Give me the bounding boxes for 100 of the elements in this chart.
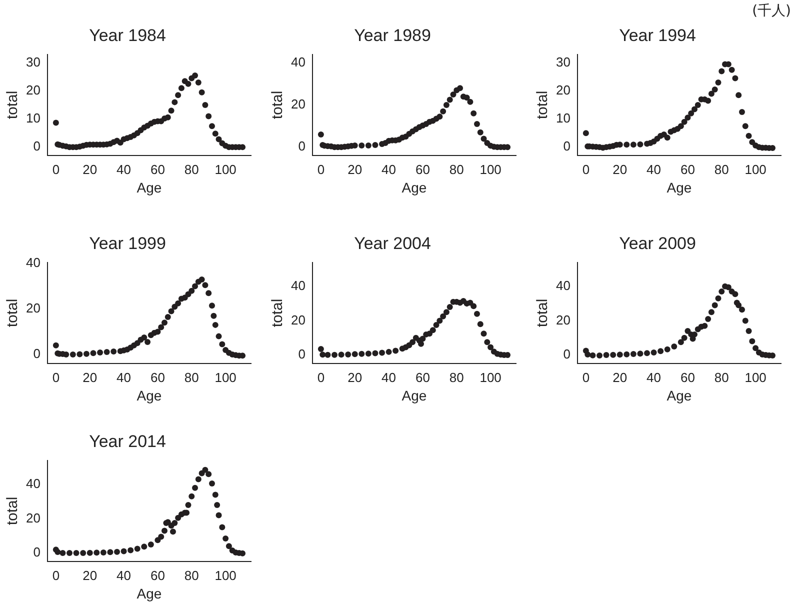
point xyxy=(202,466,208,473)
point xyxy=(202,102,208,108)
point xyxy=(195,80,202,86)
point xyxy=(624,142,630,148)
point xyxy=(477,129,484,136)
point xyxy=(178,85,184,92)
x-axis-title: Age xyxy=(402,179,427,196)
y-tick-label: 10 xyxy=(556,110,570,126)
x-tick-label: 0 xyxy=(317,162,325,177)
point xyxy=(474,310,480,317)
point xyxy=(52,342,59,348)
x-tick-label: 0 xyxy=(52,162,60,177)
point xyxy=(681,334,688,341)
x-tick-label: 0 xyxy=(582,370,590,385)
point xyxy=(210,312,217,319)
point xyxy=(596,352,603,359)
point xyxy=(158,324,164,330)
y-tick-label: 0 xyxy=(33,544,40,560)
point xyxy=(443,309,450,316)
point xyxy=(60,550,66,556)
x-tick-label: 80 xyxy=(449,370,464,385)
point xyxy=(470,303,477,310)
point xyxy=(474,120,480,127)
point xyxy=(718,288,725,295)
point xyxy=(738,109,745,116)
x-tick-label: 60 xyxy=(150,568,165,583)
point xyxy=(318,132,324,138)
chart-title: Year 2004 xyxy=(354,234,431,253)
x-tick-label: 20 xyxy=(348,370,362,385)
point xyxy=(358,142,365,148)
x-tick-label: 40 xyxy=(382,162,396,177)
point xyxy=(161,528,168,534)
point xyxy=(208,123,215,130)
x-tick-label: 20 xyxy=(612,162,628,177)
x-tick-label: 60 xyxy=(680,162,695,177)
point xyxy=(584,352,591,358)
point xyxy=(410,339,416,346)
point xyxy=(464,94,470,101)
y-tick-label: 0 xyxy=(298,138,306,154)
point xyxy=(83,350,90,357)
point xyxy=(749,338,756,344)
point xyxy=(746,132,752,139)
y-tick-label: 0 xyxy=(33,138,40,154)
x-tick-label: 20 xyxy=(82,568,98,583)
point xyxy=(736,92,742,98)
point xyxy=(664,346,670,352)
x-axis-title: Age xyxy=(666,387,692,404)
point xyxy=(688,110,694,116)
y-tick-label: 20 xyxy=(26,82,40,98)
point xyxy=(684,114,691,121)
x-axis-title: Age xyxy=(136,179,162,196)
point xyxy=(185,502,192,508)
y-tick-label: 30 xyxy=(26,54,40,70)
x-tick-label: 0 xyxy=(582,162,590,177)
point xyxy=(488,344,494,350)
point xyxy=(188,288,195,294)
point xyxy=(195,476,202,482)
x-tick-label: 80 xyxy=(184,568,199,583)
point xyxy=(164,314,171,320)
x-tick-label: 40 xyxy=(116,370,132,385)
x-tick-label: 40 xyxy=(116,568,132,583)
y-tick-label: 20 xyxy=(556,82,570,98)
x-tick-label: 80 xyxy=(184,370,199,385)
point xyxy=(470,110,477,116)
point xyxy=(52,120,59,126)
point xyxy=(637,141,644,148)
point xyxy=(742,318,748,324)
y-tick-label: 30 xyxy=(556,54,570,70)
point xyxy=(226,543,232,550)
point xyxy=(141,334,148,340)
point xyxy=(104,349,110,355)
point xyxy=(206,290,212,296)
point xyxy=(86,550,93,556)
point xyxy=(332,352,338,358)
point xyxy=(671,343,678,350)
point xyxy=(168,308,174,314)
point xyxy=(141,544,148,550)
point xyxy=(80,550,86,556)
point xyxy=(705,98,712,104)
x-axis-title: Age xyxy=(136,585,162,602)
point xyxy=(170,528,176,535)
point xyxy=(678,123,684,130)
point xyxy=(338,352,344,358)
y-tick-label: 20 xyxy=(290,96,306,112)
point xyxy=(320,352,326,358)
point xyxy=(446,304,453,310)
y-tick-label: 20 xyxy=(26,300,40,316)
point xyxy=(372,142,378,148)
x-tick-label: 0 xyxy=(52,370,60,385)
y-axis-title: total xyxy=(534,90,552,120)
x-tick-label: 80 xyxy=(714,370,729,385)
point xyxy=(480,330,487,337)
y-tick-label: 40 xyxy=(290,54,306,70)
x-tick-label: 20 xyxy=(82,370,98,385)
chart-title: Year 1999 xyxy=(89,234,166,253)
x-tick-label: 20 xyxy=(82,162,98,177)
y-tick-label: 40 xyxy=(26,476,40,491)
x-axis-title: Age xyxy=(136,387,162,404)
point xyxy=(732,291,738,298)
point xyxy=(742,123,748,130)
